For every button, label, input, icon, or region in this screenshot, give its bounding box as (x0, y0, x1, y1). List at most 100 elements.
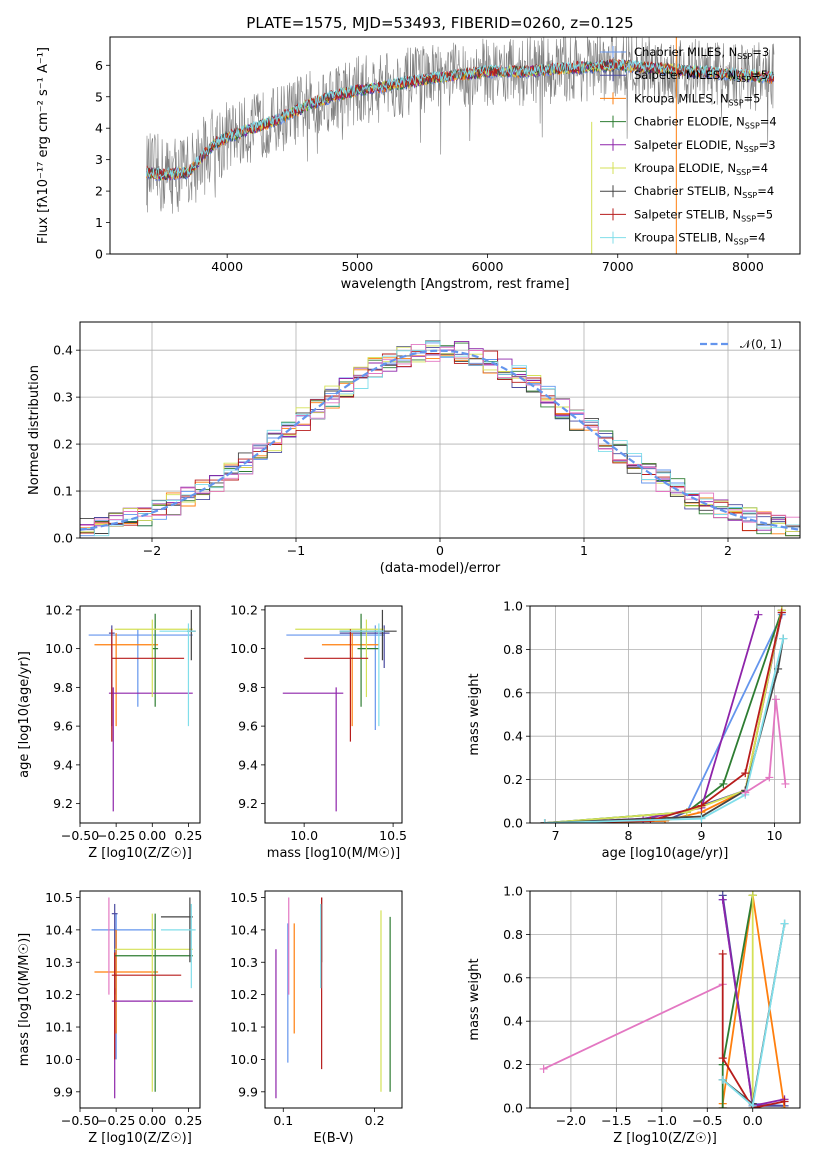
residuals-ytick-label: 0.4 (53, 343, 73, 358)
weight-vs-age-xtick-label: 7 (552, 828, 560, 843)
residuals-xtick-label: −1 (287, 543, 305, 558)
weight-vs-Z-marker-kroupa_stelib (718, 1075, 727, 1084)
figure-title: PLATE=1575, MJD=53493, FIBERID=0260, z=0… (246, 14, 633, 32)
spectrum-xtick-label: 8000 (732, 259, 764, 274)
weight-vs-Z-marker-salpeter_elodie (718, 895, 727, 904)
weight-vs-age-marker-salpeter_stelib (741, 769, 750, 778)
age-vs-Z-ylabel: age [log10(age/yr)] (17, 651, 32, 778)
weight-vs-Z-ytick-label: 0.4 (503, 1014, 523, 1029)
weight-vs-Z-ytick-label: 0.8 (503, 927, 523, 942)
age-vs-mass-xtick-label: 10.0 (290, 828, 318, 843)
mass-vs-Z-xtick-label: 0.25 (175, 1113, 203, 1128)
weight-vs-age-line-kroupa_stelib (544, 638, 785, 823)
residuals-ytick-label: 0.3 (53, 390, 73, 405)
weight-vs-Z-line-pink (543, 983, 724, 1070)
weight-vs-Z-frame (529, 890, 801, 1109)
age-vs-mass-ytick-label: 9.8 (238, 680, 258, 695)
spectrum-xtick-label: 4000 (211, 259, 243, 274)
spectrum-ytick-label: 3 (95, 152, 103, 167)
weight-vs-age-line-pink (744, 699, 787, 794)
weight-vs-age-ytick-label: 0.0 (503, 816, 523, 831)
mass-vs-Z-panel: −0.50−0.25 0.00 0.25 9.9 10.0 10.1 10.2 10.3 10.… (17, 890, 202, 1146)
weight-vs-Z-xtick-label: −0.5 (692, 1113, 722, 1128)
weight-vs-Z-marker-salpeter_stelib (718, 949, 727, 958)
spectrum-ytick-label: 1 (95, 215, 103, 230)
spectrum-model-kroupa_stelib (146, 59, 774, 180)
age-vs-Z-xlabel: Z [log10(Z/Z☉)] (88, 846, 192, 861)
residuals-panel: −2 −1 0 1 2 0.0 0.1 0.2 0.3 0.4 (data-model)/error… (27, 321, 801, 576)
weight-vs-Z-xtick-label: −1.5 (601, 1113, 631, 1128)
weight-vs-Z-panel: −2.0 −1.5 −1.0 −0.5 0.0 0.0 0.2 0.4 0.6 0.8 1.0 Z [… (467, 884, 801, 1146)
legend-label-kroupa_stelib: Kroupa STELIB, NSSP=4 (634, 231, 765, 247)
legend-label-chabrier_elodie: Chabrier ELODIE, NSSP=4 (634, 115, 777, 131)
weight-vs-age-panel: 7 8 9 10 0.0 0.2 0.4 0.6 0.8 1.0 age [log10(age/yr… (467, 599, 801, 861)
weight-vs-age-ytick-label: 0.4 (503, 729, 523, 744)
weight-vs-Z-ytick-label: 0.2 (503, 1057, 523, 1072)
mass-vs-ebv-ytick-label: 10.3 (230, 955, 258, 970)
weight-vs-Z-marker-salpeter_stelib (780, 1097, 789, 1106)
age-vs-Z-ytick-label: 9.8 (53, 680, 73, 695)
mass-vs-ebv-xtick-label: 0.2 (365, 1113, 385, 1128)
age-vs-Z-xtick-label: −0.25 (97, 828, 135, 843)
weight-vs-age-ylabel: mass weight (467, 673, 482, 755)
gaussian-curve (80, 349, 800, 531)
mass-vs-Z-ytick-label: 9.9 (53, 1084, 73, 1099)
residuals-ytick-label: 0.0 (53, 531, 73, 546)
mass-vs-ebv-ytick-label: 9.9 (238, 1084, 258, 1099)
weight-vs-Z-marker-kroupa_stelib (748, 1101, 757, 1108)
spectrum-marks (146, 37, 775, 254)
legend-label-chabrier_miles: Chabrier MILES, NSSP=3 (634, 45, 769, 61)
weight-vs-age-ytick-label: 1.0 (503, 599, 523, 614)
weight-vs-Z-marks (539, 891, 789, 1108)
weight-vs-age-frame (529, 605, 801, 824)
mass-vs-ebv-xlabel: E(B-V) (313, 1131, 353, 1146)
gaussian-legend-label: 𝒩(0, 1) (740, 337, 782, 351)
age-vs-mass-ytick-label: 9.6 (238, 719, 258, 734)
weight-vs-Z-marker-kroupa_stelib (780, 919, 789, 928)
weight-vs-age-marker-kroupa_stelib (779, 634, 788, 643)
residuals-xtick-label: 0 (436, 543, 444, 558)
weight-vs-Z-grid (530, 890, 800, 1109)
age-vs-Z-ytick-label: 9.6 (53, 719, 73, 734)
weight-vs-age-marker-pink (765, 773, 774, 782)
weight-vs-age-marks (540, 606, 790, 823)
weight-vs-Z-xlabel: Z [log10(Z/Z☉)] (613, 1131, 717, 1146)
weight-vs-age-xtick-label: 9 (698, 828, 706, 843)
legend-label-salpeter_elodie: Salpeter ELODIE, NSSP=3 (634, 138, 776, 154)
weight-vs-age-marker-pink (771, 695, 780, 704)
weight-vs-age-xlabel: age [log10(age/yr)] (602, 846, 729, 861)
mass-vs-Z-xtick-label: 0.00 (138, 1113, 166, 1128)
weight-vs-age-marker-kroupa_stelib (540, 819, 549, 823)
age-vs-Z-marks (88, 609, 196, 812)
residuals-frame (79, 321, 801, 539)
age-vs-Z-ytick-label: 10.0 (45, 641, 73, 656)
weight-vs-age-marker-pink (741, 788, 750, 797)
residuals-xlabel: (data-model)/error (380, 561, 501, 576)
spectrum-ylabel: Flux [fλ10⁻¹⁷ erg cm⁻² s⁻¹ A⁻¹] (36, 47, 51, 244)
mass-vs-ebv-ytick-label: 10.4 (230, 922, 258, 937)
weight-vs-Z-xtick-label: 0.0 (743, 1113, 763, 1128)
legend-label-kroupa_miles: Kroupa MILES, NSSP=5 (634, 91, 760, 107)
age-vs-mass-panel: 10.0 10.5 9.2 9.4 9.6 9.8 10.0 10.2 mass [log10(… (230, 602, 407, 861)
age-vs-mass-ytick-label: 10.2 (230, 602, 258, 617)
weight-vs-age-line-salpeter_elodie (544, 614, 760, 823)
plot-area: 4000 5000 6000 7000 8000 0 1 2 3 4 5 6 wavelength [A… (17, 36, 801, 1146)
weight-vs-age-marker-salpeter_stelib (697, 801, 706, 810)
mass-vs-ebv-ytick-label: 10.0 (230, 1052, 258, 1067)
weight-vs-age-ytick-label: 0.8 (503, 642, 523, 657)
mass-vs-Z-marks (91, 897, 196, 1099)
weight-vs-Z-marker-salpeter_stelib (718, 1054, 727, 1063)
mass-vs-Z-ylabel: mass [log10(M/M☉)] (17, 933, 32, 1066)
mass-vs-ebv-ytick-label: 10.1 (230, 1020, 258, 1035)
age-vs-Z-panel: −0.50−0.25 0.00 0.25 9.2 9.4 9.6 9.8 10.0 10.2 Z … (17, 602, 202, 861)
spectrum-xtick-label: 6000 (472, 259, 504, 274)
age-vs-Z-xtick-label: 0.25 (175, 828, 203, 843)
weight-vs-age-xtick-label: 10 (767, 828, 783, 843)
age-vs-Z-xtick-label: 0.00 (138, 828, 166, 843)
residuals-ytick-label: 0.1 (53, 484, 73, 499)
spectrum-xtick-label: 7000 (602, 259, 634, 274)
age-vs-mass-xlabel: mass [log10(M/M☉)] (267, 846, 400, 861)
age-vs-Z-ytick-label: 10.2 (45, 602, 73, 617)
mass-vs-Z-xtick-label: −0.50 (61, 1113, 99, 1128)
